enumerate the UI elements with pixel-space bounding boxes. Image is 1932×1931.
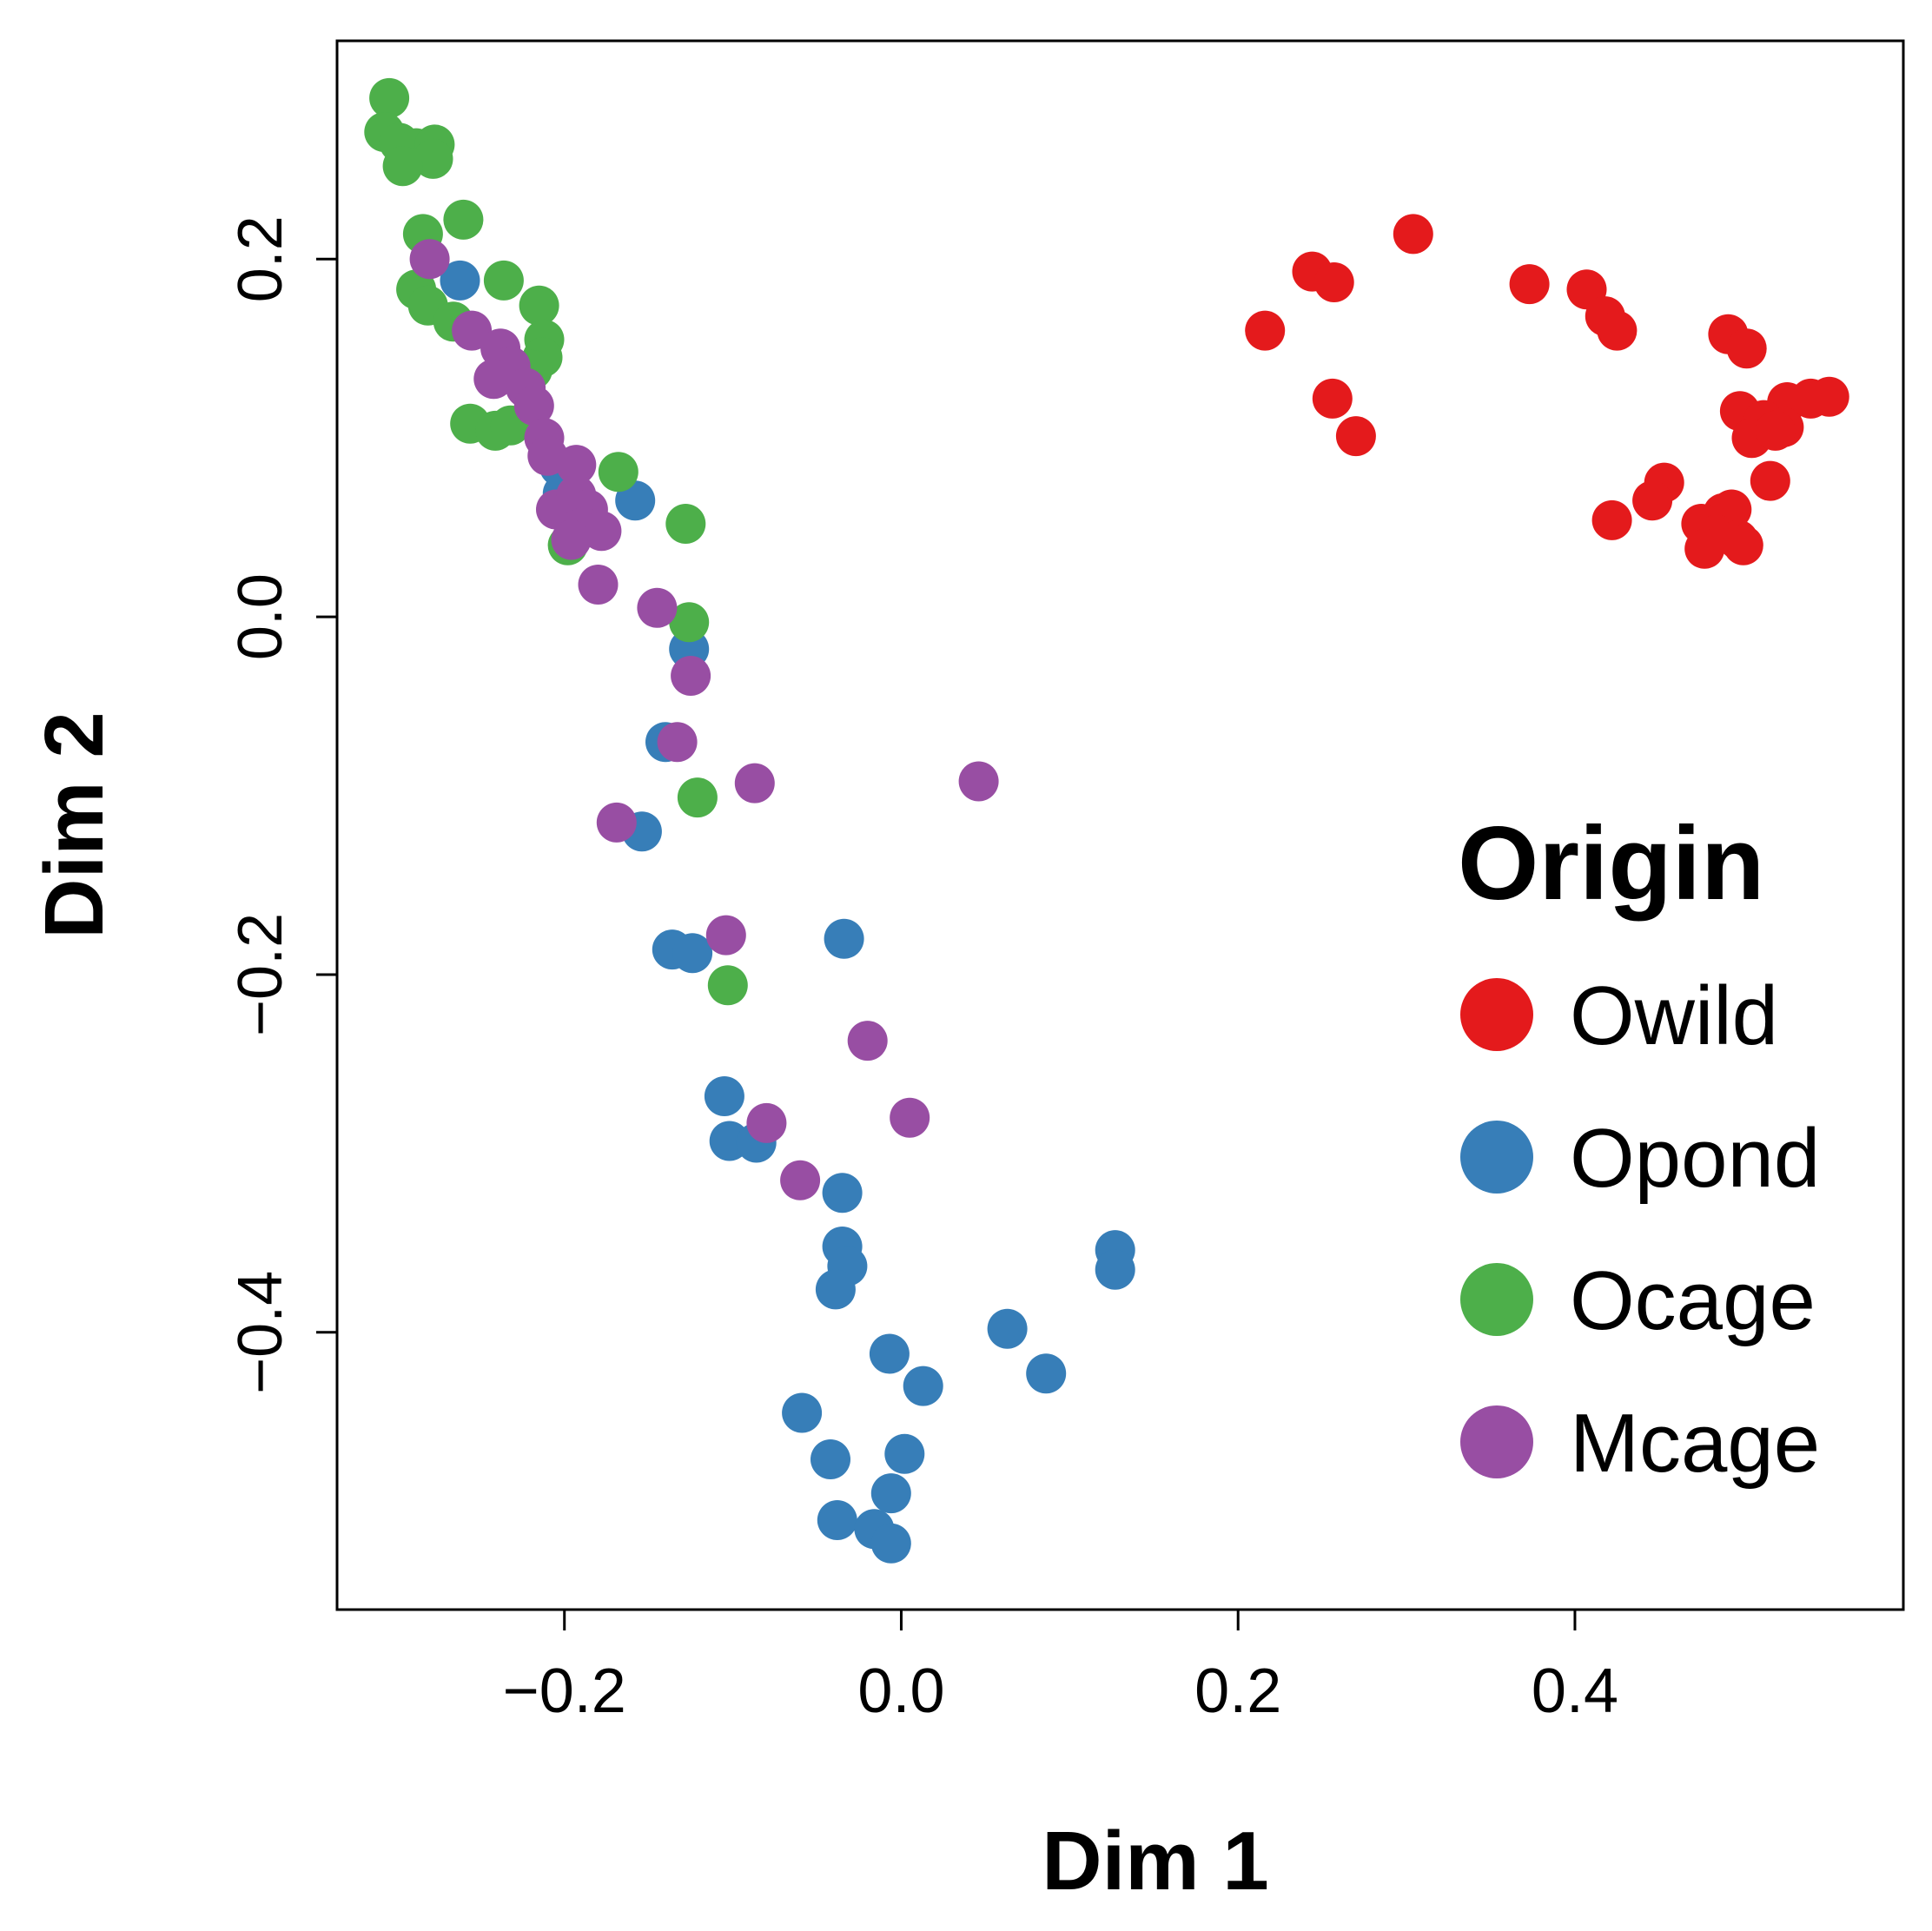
data-point-ocage-0 — [369, 77, 410, 118]
data-point-mcage-17 — [637, 587, 678, 628]
data-point-mcage-27 — [780, 1160, 821, 1200]
data-point-mcage-4 — [473, 359, 514, 400]
x-axis: −0.2 0.0 0.2 0.4 — [503, 1610, 1618, 1726]
y-tick-label: 0.0 — [226, 573, 295, 660]
data-point-opond-29 — [870, 1523, 911, 1564]
legend-label: Ocage — [1570, 1254, 1816, 1347]
data-point-ocage-21 — [665, 504, 706, 544]
data-point-ocage-20 — [598, 452, 638, 493]
plot-frame — [335, 39, 1905, 1611]
data-point-mcage-24 — [746, 1102, 787, 1143]
data-point-opond-23 — [782, 1392, 823, 1433]
legend-swatch — [1460, 1121, 1533, 1194]
data-points-layer — [364, 77, 1849, 1564]
data-point-opond-18 — [1095, 1249, 1135, 1290]
data-point-mcage-26 — [890, 1097, 930, 1138]
x-tick-label: 0.2 — [1194, 1657, 1281, 1726]
data-point-owild-19 — [1755, 410, 1796, 451]
legend-swatch — [1460, 978, 1533, 1051]
data-point-mcage-14 — [581, 511, 622, 552]
x-tick-label: 0.4 — [1532, 1657, 1618, 1726]
legend-items: Owild Opond Ocage Mcage — [1460, 969, 1820, 1490]
legend-item-mcage: Mcage — [1460, 1397, 1820, 1490]
data-point-mcage-15 — [551, 519, 592, 560]
data-point-mcage-23 — [705, 915, 746, 956]
data-point-owild-22 — [1750, 460, 1790, 501]
data-point-mcage-9 — [556, 445, 597, 486]
data-point-mcage-16 — [578, 565, 619, 605]
data-point-ocage-5 — [413, 138, 453, 179]
data-point-owild-2 — [1313, 262, 1354, 302]
data-point-ocage-6 — [382, 146, 423, 187]
data-point-ocage-23 — [669, 602, 710, 643]
data-point-opond-0 — [440, 260, 480, 301]
data-point-mcage-22 — [596, 802, 637, 843]
data-point-mcage-25 — [847, 1021, 888, 1061]
data-point-owild-23 — [1591, 499, 1632, 540]
y-axis-title: Dim 2 — [28, 711, 121, 938]
data-point-ocage-24 — [677, 777, 718, 818]
legend-swatch — [1460, 1405, 1533, 1478]
data-point-ocage-25 — [707, 965, 748, 1006]
data-point-owild-0 — [1393, 214, 1433, 255]
data-point-opond-22 — [903, 1366, 943, 1406]
data-point-opond-10 — [704, 1076, 744, 1116]
data-point-opond-20 — [1026, 1353, 1067, 1394]
legend-swatch — [1460, 1263, 1533, 1336]
data-point-owild-29 — [1723, 525, 1763, 565]
data-point-opond-16 — [815, 1269, 856, 1310]
y-axis: −0.4 −0.2 0.0 0.2 — [226, 215, 337, 1394]
legend-label: Opond — [1570, 1112, 1820, 1205]
data-point-owild-9 — [1726, 328, 1767, 369]
data-point-owild-7 — [1245, 310, 1286, 351]
data-point-owild-14 — [1809, 376, 1849, 417]
data-point-opond-13 — [822, 1173, 863, 1213]
data-point-owild-30 — [1684, 528, 1725, 569]
data-point-owild-3 — [1509, 264, 1550, 305]
data-point-mcage-20 — [734, 763, 775, 803]
series-mcage — [409, 239, 999, 1200]
legend-item-opond: Opond — [1460, 1112, 1820, 1205]
data-point-owild-21 — [1632, 480, 1673, 521]
data-point-opond-21 — [869, 1333, 910, 1374]
legend-item-owild: Owild — [1460, 969, 1778, 1062]
data-point-mcage-6 — [513, 386, 554, 427]
data-point-opond-27 — [817, 1500, 857, 1540]
legend: Origin Owild Opond Ocage Mcage — [1458, 805, 1820, 1490]
data-point-opond-24 — [884, 1433, 925, 1474]
data-point-owild-6 — [1597, 310, 1638, 351]
legend-title: Origin — [1458, 805, 1764, 922]
legend-label: Owild — [1570, 969, 1778, 1062]
legend-label: Mcage — [1570, 1397, 1820, 1490]
data-point-mcage-0 — [409, 239, 450, 280]
legend-item-ocage: Ocage — [1460, 1254, 1816, 1347]
x-axis-title: Dim 1 — [1042, 1815, 1268, 1908]
y-tick-label: −0.2 — [226, 913, 295, 1036]
data-point-mcage-19 — [657, 722, 698, 763]
x-tick-label: 0.0 — [857, 1657, 944, 1726]
data-point-opond-8 — [672, 933, 713, 974]
data-point-opond-19 — [987, 1308, 1028, 1349]
data-point-opond-26 — [870, 1473, 911, 1514]
data-point-mcage-21 — [958, 761, 999, 802]
data-point-ocage-9 — [483, 260, 524, 301]
data-point-opond-25 — [811, 1439, 850, 1479]
data-point-owild-11 — [1335, 416, 1376, 457]
data-point-ocage-13 — [519, 285, 559, 326]
data-point-owild-10 — [1312, 378, 1353, 419]
data-point-ocage-8 — [443, 199, 484, 240]
y-tick-label: 0.2 — [226, 215, 295, 302]
y-tick-label: −0.4 — [226, 1271, 295, 1394]
data-point-mcage-1 — [452, 310, 493, 351]
data-point-opond-9 — [824, 918, 864, 959]
series-owild — [1245, 214, 1849, 569]
x-tick-label: −0.2 — [503, 1657, 626, 1726]
data-point-mcage-18 — [671, 656, 711, 696]
